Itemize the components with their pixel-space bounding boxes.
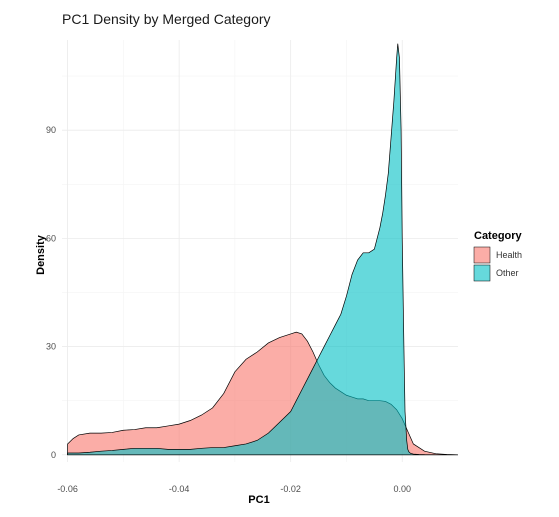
x-axis-title: PC1	[248, 494, 269, 506]
legend-title: Category	[474, 230, 523, 242]
legend-swatch-other	[473, 264, 491, 282]
x-tick-label: -0.02	[280, 484, 301, 494]
x-tick-label: -0.06	[57, 484, 78, 494]
chart-title: PC1 Density by Merged Category	[62, 11, 271, 27]
y-tick-label: 90	[46, 125, 56, 135]
legend-swatch-health	[473, 246, 491, 264]
y-axis-title: Density	[35, 234, 47, 275]
density-areas	[67, 43, 459, 456]
x-tick-label: 0.00	[393, 484, 411, 494]
legend-label-health: Health	[496, 250, 522, 260]
y-axis-ticks: 0 30 60 90	[46, 125, 56, 460]
legend-label-other: Other	[496, 268, 519, 278]
density-area-other	[67, 43, 459, 456]
y-tick-label: 60	[46, 233, 56, 243]
x-tick-label: -0.04	[169, 484, 190, 494]
legend: Category Health Other	[473, 230, 523, 282]
y-tick-label: 0	[51, 450, 56, 460]
y-tick-label: 30	[46, 342, 56, 352]
x-axis-ticks: -0.06 -0.04 -0.02 0.00	[57, 484, 411, 494]
